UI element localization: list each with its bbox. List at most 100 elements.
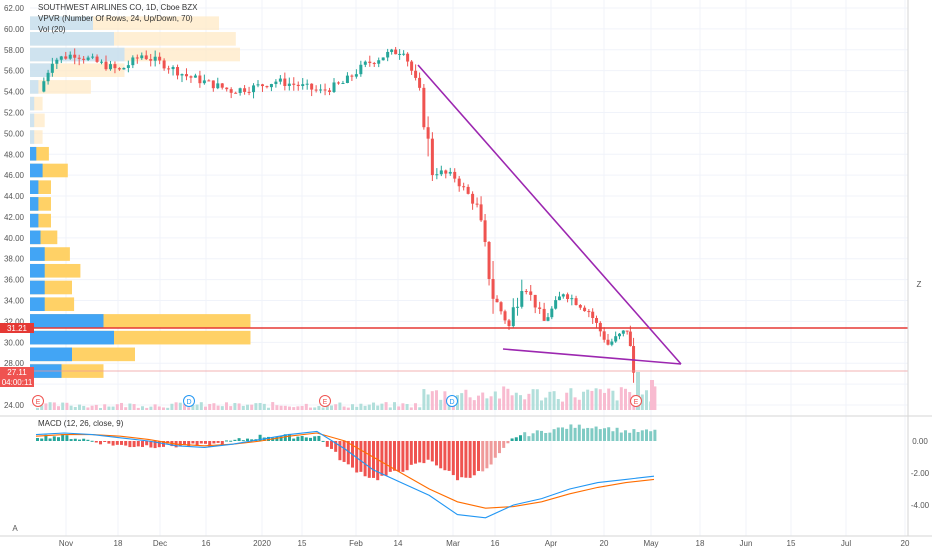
volume-bar xyxy=(300,405,304,410)
trendline-upper[interactable] xyxy=(417,64,682,365)
volume-bar xyxy=(157,406,161,410)
macd-histogram-bar xyxy=(346,441,350,465)
event-marker-icon xyxy=(446,395,458,407)
candle-body xyxy=(377,60,381,64)
volume-bar xyxy=(372,402,375,410)
macd-histogram-bar xyxy=(636,432,640,441)
vpvr-indicator-label[interactable]: VPVR (Number Of Rows, 24, Up/Down, 70) xyxy=(38,14,193,23)
volume-indicator-label[interactable]: Vol (20) xyxy=(38,25,66,34)
price-tick-label: 56.00 xyxy=(4,67,25,76)
candle-body xyxy=(350,75,354,77)
macd-histogram-bar xyxy=(405,441,409,471)
volume-bar xyxy=(544,397,548,410)
volume-bar xyxy=(216,405,220,410)
volume-bar xyxy=(498,398,501,410)
macd-histogram-bar xyxy=(607,427,611,441)
volume-bar xyxy=(145,407,149,410)
price-tick-label: 58.00 xyxy=(4,46,25,55)
volume-bar xyxy=(435,390,438,410)
time-tick-label: 20 xyxy=(600,539,609,548)
volume-bar xyxy=(94,404,98,410)
macd-histogram-bar xyxy=(241,440,245,442)
volume-bar xyxy=(170,403,174,410)
candle-body xyxy=(323,89,327,91)
candle-body xyxy=(610,341,614,345)
macd-histogram-bar xyxy=(61,434,65,441)
volume-bar xyxy=(506,388,510,410)
trendline-lower[interactable] xyxy=(502,348,682,365)
volume-bar xyxy=(439,399,443,410)
volume-bar xyxy=(468,397,472,410)
volume-bar xyxy=(275,405,279,410)
price-axis[interactable]: 62.00 60.00 58.00 56.00 54.00 52.00 50.00 48.00… xyxy=(4,4,25,410)
volume-bar xyxy=(262,403,266,410)
macd-histogram-bar xyxy=(124,441,128,446)
candle-body xyxy=(444,170,448,174)
volume-bar xyxy=(132,404,136,410)
macd-histogram-bar xyxy=(619,432,623,441)
volume-bar xyxy=(99,407,102,410)
candle-body xyxy=(453,171,457,179)
candle-body xyxy=(189,76,193,78)
candle-body xyxy=(439,170,443,175)
candle-body xyxy=(100,61,104,63)
candle-body xyxy=(499,302,503,312)
candle-body xyxy=(310,83,314,90)
volume-bar xyxy=(422,389,426,410)
candle-body xyxy=(591,311,595,318)
candle-body xyxy=(296,84,300,87)
volume-bar xyxy=(556,399,560,410)
auto-scale-button[interactable]: A xyxy=(12,524,18,533)
volume-bar xyxy=(624,388,627,410)
macd-histogram-bar xyxy=(397,441,401,472)
volume-bar xyxy=(523,399,527,410)
time-axis[interactable]: Nov 18 Dec 16 2020 15 Feb 14 Mar 16 Apr 20 May 18 Jun 1… xyxy=(59,539,910,548)
symbol-title[interactable]: SOUTHWEST AIRLINES CO, 1D, Cboe BZX xyxy=(38,3,198,12)
volume-bar xyxy=(577,399,581,410)
macd-indicator-label[interactable]: MACD (12, 26, close, 9) xyxy=(38,419,124,428)
volume-bar xyxy=(351,404,354,410)
volume-bar xyxy=(317,406,321,410)
candle-body xyxy=(595,317,599,323)
candle-body xyxy=(50,63,54,73)
event-marker-label: E xyxy=(634,399,639,406)
volume-bar xyxy=(586,389,590,410)
macd-histogram-bar xyxy=(73,438,77,441)
time-tick-label: 18 xyxy=(114,539,123,548)
macd-histogram-bar xyxy=(86,439,90,441)
candle-body xyxy=(435,174,439,176)
candle-body xyxy=(144,55,148,60)
volume-bar xyxy=(514,392,518,410)
macd-histogram-bar xyxy=(477,441,480,471)
candle-body xyxy=(368,61,372,64)
vp-row-up xyxy=(30,230,41,245)
candle-body xyxy=(117,68,121,70)
macd-histogram-bar xyxy=(561,427,564,441)
volume-bar xyxy=(69,405,73,410)
volume-bar xyxy=(52,402,56,410)
macd-histogram-bar xyxy=(334,441,338,452)
macd-histogram-bar xyxy=(380,441,384,476)
volume-bar xyxy=(611,390,615,410)
macd-histogram-bar xyxy=(506,441,510,444)
candle-body xyxy=(77,57,81,59)
volume-bar xyxy=(128,403,132,410)
macd-histogram-bar xyxy=(531,433,535,441)
vp-row-up xyxy=(30,63,51,77)
candle-body xyxy=(149,59,153,61)
volume-bar xyxy=(359,403,363,410)
vp-row-up xyxy=(30,113,35,128)
volume-bar xyxy=(288,406,291,410)
volume-bar xyxy=(414,403,417,410)
candle-body xyxy=(202,80,206,84)
macd-histogram-bar xyxy=(283,434,287,441)
macd-histogram-bar xyxy=(367,441,371,478)
macd-histogram-bar xyxy=(422,441,426,464)
macd-histogram-bar xyxy=(342,441,346,462)
vp-row-up xyxy=(30,297,45,312)
volume-bar xyxy=(531,389,535,410)
candle-body xyxy=(426,127,430,139)
macd-histogram-bar xyxy=(409,441,413,465)
zoom-button[interactable]: Z xyxy=(917,280,922,289)
